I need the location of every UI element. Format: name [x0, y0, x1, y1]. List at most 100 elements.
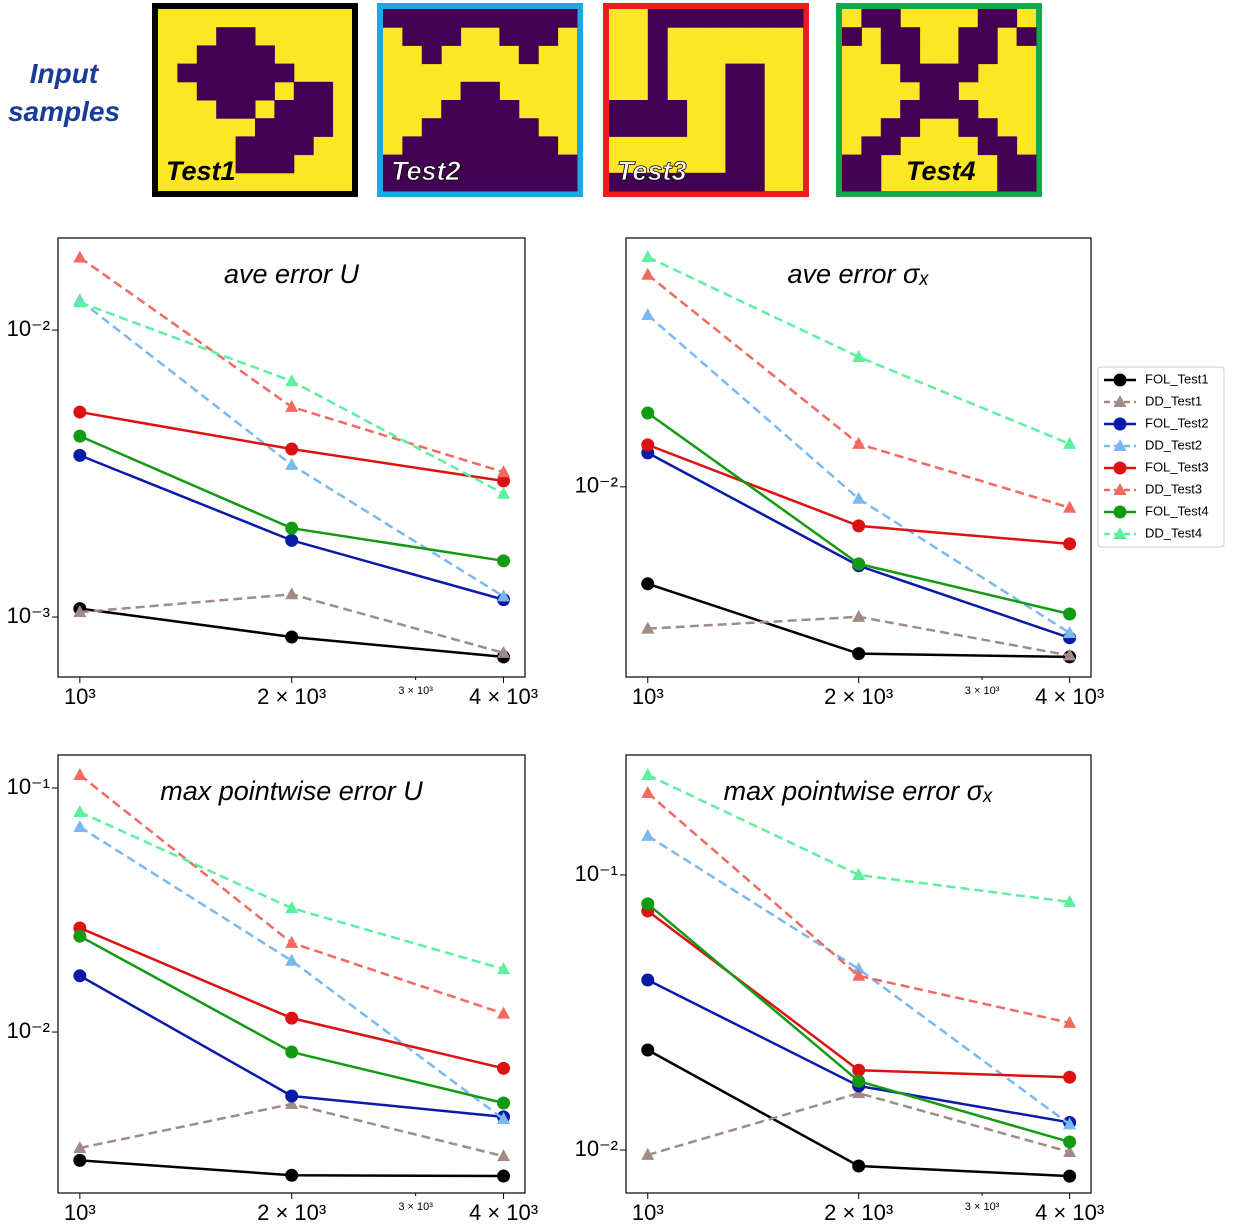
sample-pixel — [745, 100, 765, 119]
sample-pixel — [784, 9, 804, 28]
sample-pixel — [1017, 27, 1037, 46]
sample-pixel — [648, 82, 668, 101]
point — [641, 1044, 654, 1057]
sample-pixel — [519, 9, 539, 28]
x-minor-tick-label: 3 × 10³ — [965, 1201, 1000, 1213]
sample-pixel — [441, 118, 461, 137]
x-tick-label: 10³ — [632, 1200, 664, 1225]
point — [285, 522, 298, 535]
point — [641, 897, 654, 910]
point — [285, 374, 298, 386]
sample-pixel — [383, 9, 403, 28]
point — [73, 449, 86, 462]
sample-pixel — [274, 118, 294, 137]
sample-pixel — [745, 155, 765, 174]
sample-pixel — [480, 118, 500, 137]
sample-pixel — [958, 27, 978, 46]
sample-pixel — [499, 9, 519, 28]
sample-pixel — [978, 45, 998, 64]
sample-pixel — [519, 45, 539, 64]
sample-pixel — [558, 9, 578, 28]
sample-pixel — [461, 9, 481, 28]
sample-pixel — [236, 155, 256, 174]
sample-pixel — [519, 118, 539, 137]
series-line — [648, 275, 1070, 508]
x-tick-label: 2 × 10³ — [824, 1200, 893, 1225]
sample-pixel — [978, 118, 998, 137]
sample-pixel — [881, 136, 901, 155]
sample-pixel — [609, 118, 629, 137]
sample-pixel — [558, 155, 578, 174]
y-tick-label: 10⁻¹ — [575, 861, 618, 886]
plot-area — [58, 755, 525, 1193]
sample-pixel — [997, 9, 1017, 28]
sample-pixel — [274, 64, 294, 83]
sample-pixel — [441, 100, 461, 119]
sample-pixel — [745, 64, 765, 83]
sample-pixel — [900, 118, 920, 137]
point — [641, 974, 654, 987]
sample-pixel — [538, 27, 558, 46]
point — [73, 969, 86, 982]
legend-marker — [1114, 462, 1127, 475]
point — [641, 250, 654, 262]
sample-pixel — [978, 136, 998, 155]
sample-pixel — [216, 64, 236, 83]
sample-pixel — [294, 118, 314, 137]
sample-pixel — [881, 45, 901, 64]
point — [73, 430, 86, 443]
sample-pixel — [842, 173, 862, 192]
sample-pixel — [538, 136, 558, 155]
sample-pixel — [480, 100, 500, 119]
sample-pixel — [274, 155, 294, 174]
point — [1063, 608, 1076, 621]
sample-pixel — [1017, 173, 1037, 192]
sample-pixel — [313, 118, 333, 137]
sample-pixel — [628, 118, 648, 137]
sample-pixel — [745, 82, 765, 101]
point — [852, 557, 865, 570]
sample-pixel — [667, 118, 687, 137]
point — [1063, 1071, 1076, 1084]
sample-pixel — [538, 155, 558, 174]
sample-pixel — [725, 9, 745, 28]
legend-label: FOL_Test1 — [1145, 371, 1209, 386]
sample-pixel — [480, 173, 500, 192]
sample-pixel — [216, 45, 236, 64]
point — [1063, 537, 1076, 550]
sample-pixel — [706, 9, 726, 28]
point — [73, 930, 86, 943]
point — [641, 768, 654, 780]
sample-pixel — [216, 100, 236, 119]
sample-pixel — [648, 45, 668, 64]
point — [1063, 501, 1076, 513]
point — [641, 829, 654, 841]
sample-pixel — [480, 82, 500, 101]
sample-pixel — [499, 136, 519, 155]
x-tick-label: 4 × 10³ — [469, 684, 538, 709]
point — [1063, 1135, 1076, 1148]
x-tick-label: 10³ — [64, 1200, 96, 1225]
point — [285, 1089, 298, 1102]
point — [852, 1160, 865, 1173]
sample-pixel — [402, 27, 422, 46]
sample-pixel — [255, 118, 275, 137]
sample-pixel — [313, 82, 333, 101]
chart-title: max pointwise error U — [160, 776, 423, 806]
sample-pixel — [441, 136, 461, 155]
sample-pixel — [687, 173, 707, 192]
point — [497, 487, 510, 499]
point — [285, 1012, 298, 1025]
legend-marker — [1114, 506, 1127, 519]
point — [852, 519, 865, 532]
point — [852, 1075, 865, 1088]
sample-pixel — [236, 82, 256, 101]
sample-pixel — [402, 9, 422, 28]
sample-pixel — [861, 173, 881, 192]
sample-pixel — [441, 9, 461, 28]
series-line — [648, 315, 1070, 633]
sample-pixel — [958, 100, 978, 119]
point — [285, 443, 298, 456]
sample-pixel — [441, 27, 461, 46]
sample-pixel — [177, 64, 197, 83]
